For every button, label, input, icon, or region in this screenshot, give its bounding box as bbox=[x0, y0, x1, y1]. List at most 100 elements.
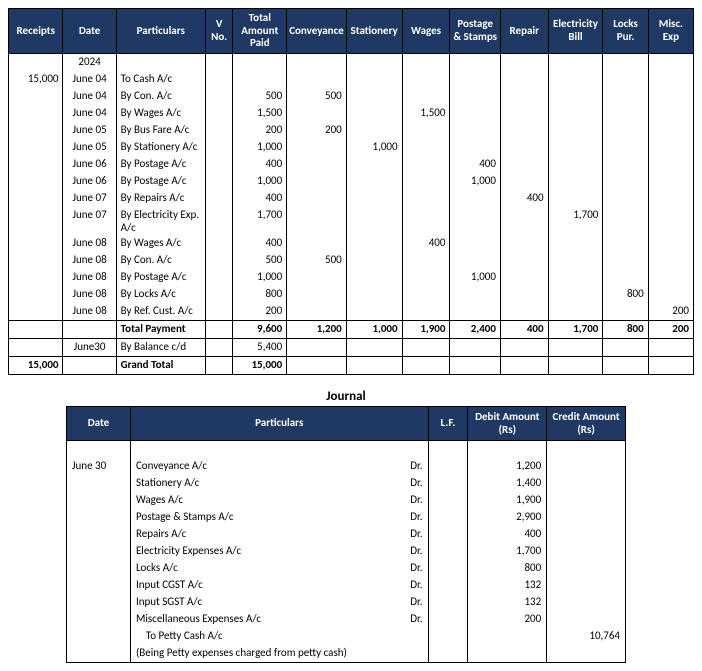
petty-row: June 04By Wages A/c1,5001,500 bbox=[9, 105, 694, 122]
val-cell bbox=[287, 207, 347, 235]
amt-cell bbox=[233, 71, 287, 88]
cell bbox=[450, 53, 500, 71]
val-cell bbox=[287, 139, 347, 156]
petty-row: June 08By Con. A/c500500 bbox=[9, 252, 694, 269]
val-cell bbox=[603, 235, 648, 252]
val-cell bbox=[500, 269, 548, 286]
petty-row: 15,000June 04To Cash A/c bbox=[9, 71, 694, 88]
cell bbox=[468, 441, 547, 459]
receipt-cell bbox=[9, 286, 63, 303]
jdate-cell bbox=[67, 475, 131, 492]
val-cell: 1,000 bbox=[450, 173, 500, 190]
val-cell bbox=[402, 71, 450, 88]
cell bbox=[67, 628, 131, 645]
amt-cell: 400 bbox=[233, 156, 287, 173]
cell bbox=[548, 338, 603, 356]
val-cell bbox=[346, 173, 402, 190]
jpart-cell: Electricity Expenses A/cDr. bbox=[130, 543, 428, 560]
particulars-cell: By Wages A/c bbox=[116, 105, 205, 122]
jlf-cell bbox=[428, 526, 468, 543]
jpart-cell: Stationery A/cDr. bbox=[130, 475, 428, 492]
val-cell bbox=[648, 105, 693, 122]
amt-cell: 1,000 bbox=[233, 173, 287, 190]
jth-lf: L.F. bbox=[428, 406, 468, 440]
th-wages: Wages bbox=[402, 9, 450, 54]
amt-cell: 500 bbox=[233, 88, 287, 105]
val-cell bbox=[287, 71, 347, 88]
val-cell bbox=[450, 71, 500, 88]
val-cell bbox=[450, 190, 500, 207]
jdebit-cell: 400 bbox=[468, 526, 547, 543]
receipt-cell bbox=[9, 122, 63, 139]
jlf-cell bbox=[428, 560, 468, 577]
val-cell bbox=[450, 139, 500, 156]
val-cell bbox=[648, 156, 693, 173]
cell bbox=[603, 338, 648, 356]
val-cell bbox=[603, 303, 648, 321]
jcredit-cell bbox=[547, 577, 626, 594]
val-cell bbox=[603, 105, 648, 122]
journal-row: Input SGST A/cDr.132 bbox=[67, 594, 626, 611]
petty-header-row: Receipts Date Particulars V No. Total Am… bbox=[9, 9, 694, 54]
vno-cell bbox=[205, 105, 232, 122]
val-cell bbox=[603, 173, 648, 190]
val-cell bbox=[287, 190, 347, 207]
val-cell: 1,000 bbox=[450, 269, 500, 286]
journal-row: Locks A/cDr.800 bbox=[67, 560, 626, 577]
th-stationery: Stationery bbox=[346, 9, 402, 54]
jth-debit: Debit Amount (Rs) bbox=[468, 406, 547, 440]
val-cell: 500 bbox=[287, 88, 347, 105]
amt-cell: 200 bbox=[233, 122, 287, 139]
cell bbox=[547, 441, 626, 459]
receipt-cell bbox=[9, 105, 63, 122]
petty-row: June 06By Postage A/c400400 bbox=[9, 156, 694, 173]
val-cell bbox=[548, 303, 603, 321]
jcredit-cell bbox=[547, 475, 626, 492]
credit-part: To Petty Cash A/c bbox=[130, 628, 428, 645]
vno-cell bbox=[205, 190, 232, 207]
jdate-cell bbox=[67, 492, 131, 509]
val-cell bbox=[402, 207, 450, 235]
total-cell: 400 bbox=[500, 320, 548, 338]
receipt-cell bbox=[9, 207, 63, 235]
cell bbox=[67, 645, 131, 663]
particulars-cell: By Bus Fare A/c bbox=[116, 122, 205, 139]
total-cell: 1,000 bbox=[346, 320, 402, 338]
cell bbox=[648, 338, 693, 356]
val-cell bbox=[648, 207, 693, 235]
date-cell: June 04 bbox=[63, 88, 116, 105]
cell bbox=[603, 53, 648, 71]
vno-cell bbox=[205, 207, 232, 235]
val-cell bbox=[603, 71, 648, 88]
val-cell bbox=[500, 207, 548, 235]
total-cell: 800 bbox=[603, 320, 648, 338]
vno-cell bbox=[205, 286, 232, 303]
vno-cell bbox=[205, 173, 232, 190]
receipt-cell bbox=[9, 190, 63, 207]
th-conveyance: Conveyance bbox=[287, 9, 347, 54]
jdate-cell bbox=[67, 543, 131, 560]
jdate-cell bbox=[67, 611, 131, 628]
val-cell bbox=[648, 235, 693, 252]
val-cell bbox=[548, 190, 603, 207]
cell bbox=[548, 53, 603, 71]
receipt-cell: 15,000 bbox=[9, 71, 63, 88]
val-cell: 800 bbox=[603, 286, 648, 303]
jdebit-cell: 132 bbox=[468, 594, 547, 611]
vno-cell bbox=[205, 156, 232, 173]
petty-row: June 08By Locks A/c800800 bbox=[9, 286, 694, 303]
cell bbox=[603, 356, 648, 374]
amt-cell: 500 bbox=[233, 252, 287, 269]
vno-cell bbox=[205, 71, 232, 88]
petty-row: June 07By Electricity Exp. A/c1,7001,700 bbox=[9, 207, 694, 235]
grand-amt: 15,000 bbox=[233, 356, 287, 374]
val-cell bbox=[402, 303, 450, 321]
cell bbox=[67, 441, 131, 459]
val-cell bbox=[450, 207, 500, 235]
date-cell: June 08 bbox=[63, 269, 116, 286]
val-cell: 500 bbox=[287, 252, 347, 269]
val-cell: 400 bbox=[450, 156, 500, 173]
total-cell: 2,400 bbox=[450, 320, 500, 338]
particulars-cell: By Postage A/c bbox=[116, 156, 205, 173]
journal-title: Journal bbox=[66, 389, 626, 404]
